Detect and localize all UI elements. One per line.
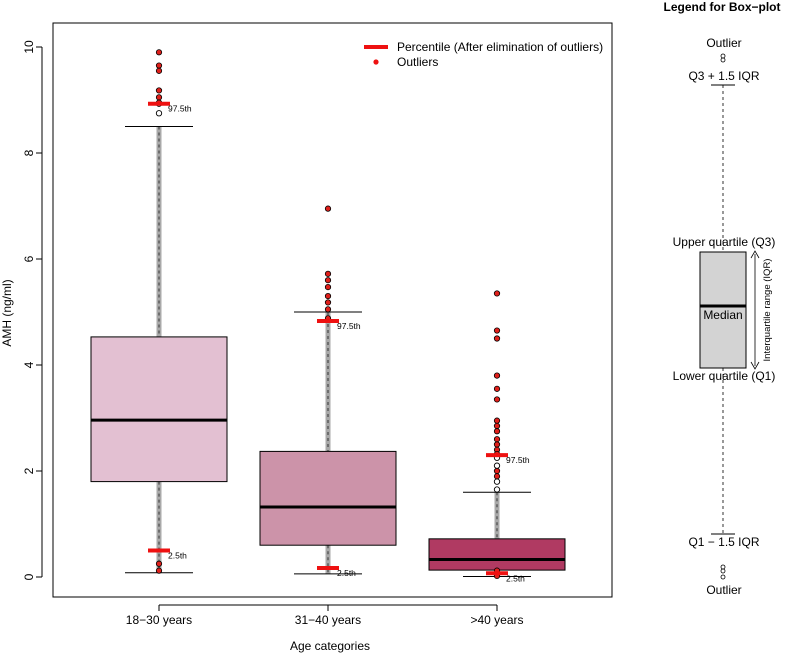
outlier-point xyxy=(493,462,501,469)
legend-percentile-label: Percentile (After elimination of outlier… xyxy=(397,40,603,54)
legend-outlier-bottom-point xyxy=(720,564,726,570)
outlier-point xyxy=(324,205,332,212)
legend-iqr-arrowhead-top xyxy=(750,250,760,259)
y-axis-label: AMH (ng/ml) xyxy=(0,279,14,346)
outlier-point xyxy=(493,396,501,403)
outlier-point xyxy=(493,290,501,297)
outlier-point xyxy=(155,560,163,567)
legend-outlier-swatch xyxy=(373,59,379,65)
boxplot-legend: Legend for Box−plot Outlier Q3 + 1.5 IQR… xyxy=(664,0,781,597)
legend-box xyxy=(699,251,747,369)
y-tick-label: 10 xyxy=(22,40,36,54)
percentile-2-5-label: 2.5th xyxy=(506,573,525,583)
legend-outlier-top-point xyxy=(720,53,726,59)
x-axis-label: Age categories xyxy=(290,639,370,653)
x-tick-label: 31−40 years xyxy=(295,613,361,627)
x-axis: 18−30 years 31−40 years >40 years xyxy=(126,604,524,627)
outlier-point xyxy=(493,335,501,342)
legend-upper-quartile-label: Upper quartile (Q3) xyxy=(673,235,776,249)
outlier-point xyxy=(155,567,163,574)
outlier-point xyxy=(155,110,163,117)
percentile-97-5-label: 97.5th xyxy=(337,321,361,331)
boxplot-legend-title: Legend for Box−plot xyxy=(664,0,781,14)
outlier-point xyxy=(493,417,501,424)
outlier-point xyxy=(493,473,501,480)
outlier-point xyxy=(155,87,163,94)
outlier-point xyxy=(324,270,332,277)
percentile-97-5-label: 97.5th xyxy=(506,455,530,465)
y-tick-label: 6 xyxy=(22,255,36,262)
outlier-point xyxy=(324,277,332,284)
percentile-2-5-label: 2.5th xyxy=(337,568,356,578)
outlier-point xyxy=(155,62,163,69)
plot-frame xyxy=(52,22,613,598)
outlier-point xyxy=(493,428,501,435)
y-tick-label: 4 xyxy=(22,361,36,368)
legend-outlier-bottom-point xyxy=(720,574,726,580)
y-tick-label: 2 xyxy=(22,467,36,474)
percentile-97-5-label: 97.5th xyxy=(168,104,192,114)
percentile-2-5-label: 2.5th xyxy=(168,551,187,561)
outlier-point xyxy=(493,422,501,430)
outlier-point xyxy=(493,486,501,493)
legend-iqr-arrowhead-bottom xyxy=(750,361,760,370)
outlier-point xyxy=(324,299,332,306)
outlier-point xyxy=(493,441,501,448)
outlier-point xyxy=(324,283,332,291)
outlier-point xyxy=(155,67,163,74)
legend-outlier-top-label: Outlier xyxy=(706,36,741,50)
legend-outlier-bottom-label: Outlier xyxy=(706,583,741,597)
chart-legend: Percentile (After elimination of outlier… xyxy=(364,40,603,69)
box xyxy=(428,538,566,571)
legend-outlier-label: Outliers xyxy=(397,55,438,69)
x-tick-label: 18−30 years xyxy=(126,613,192,627)
outlier-point xyxy=(493,372,501,379)
legend-outlier-bottom-point xyxy=(720,568,726,574)
box xyxy=(90,336,228,483)
outlier-point xyxy=(155,49,163,56)
x-tick-label: >40 years xyxy=(470,613,523,627)
outlier-point xyxy=(324,306,332,313)
y-tick-label: 0 xyxy=(22,573,36,580)
legend-lower-fence-label: Q1 − 1.5 IQR xyxy=(688,535,759,549)
y-tick-label: 8 xyxy=(22,149,36,156)
y-axis: 0 2 4 6 8 10 xyxy=(22,40,43,580)
legend-iqr-label: Interquartile range (IQR) xyxy=(762,259,773,362)
outlier-point xyxy=(493,467,501,475)
legend-outlier-top-point xyxy=(720,57,726,63)
boxes-layer: 97.5th 2.5th 97.5th 2.5th 97.5th 2.5th xyxy=(90,49,566,583)
legend-median-label: Median xyxy=(703,308,742,322)
outlier-point xyxy=(493,436,501,443)
outlier-point xyxy=(493,478,501,485)
outlier-point xyxy=(493,385,501,392)
legend-upper-fence-label: Q3 + 1.5 IQR xyxy=(688,69,759,83)
legend-lower-quartile-label: Lower quartile (Q1) xyxy=(673,369,776,383)
box xyxy=(259,450,397,546)
outlier-point xyxy=(493,327,501,334)
outlier-point xyxy=(155,94,163,101)
outlier-point xyxy=(324,292,332,300)
